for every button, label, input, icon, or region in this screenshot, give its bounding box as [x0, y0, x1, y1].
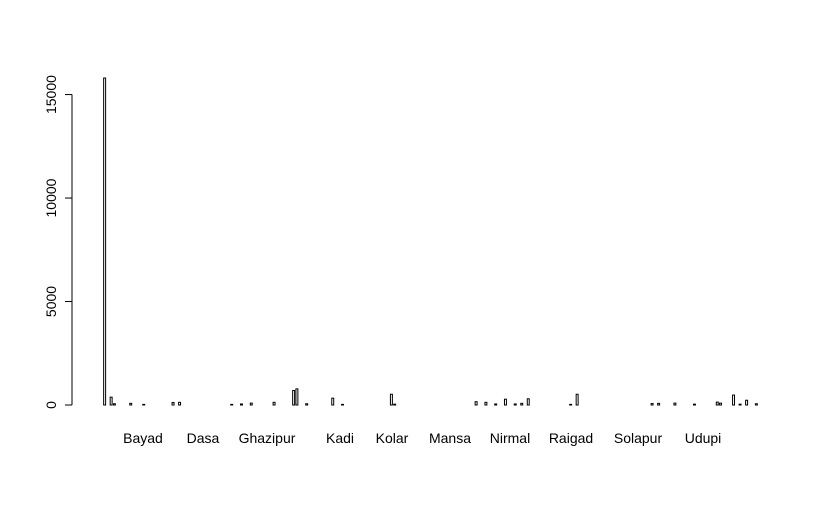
bar: [474, 401, 478, 406]
bar: [389, 393, 393, 406]
bar: [142, 403, 146, 406]
bar: [520, 402, 524, 406]
y-axis: 0 5000 10000 15000: [43, 75, 73, 409]
bar: [109, 396, 113, 406]
bar: [230, 403, 234, 406]
x-axis-labels: Bayad Dasa Ghazipur Kadi Kolar Mansa Nirmal Rai…: [123, 430, 721, 446]
bar: [657, 402, 661, 406]
bar: [650, 403, 654, 406]
y-tick-label: 15000: [43, 75, 59, 114]
x-tick-label: Kolar: [376, 430, 409, 446]
bar: [494, 403, 498, 406]
x-tick-label: Nirmal: [490, 430, 530, 446]
bar: [171, 402, 175, 406]
x-tick-label: Ghazipur: [239, 430, 296, 446]
bar: [715, 401, 719, 406]
bar: [249, 402, 253, 406]
bar: [240, 403, 243, 406]
bars: [103, 77, 758, 406]
bar: [745, 399, 749, 406]
bar: [393, 403, 397, 406]
y-tick-label: 0: [43, 401, 59, 409]
bar: [129, 402, 133, 406]
x-tick-label: Solapur: [614, 430, 663, 446]
x-tick-label: Raigad: [549, 430, 593, 446]
bar: [341, 403, 345, 406]
bar: [738, 403, 742, 406]
bar: [732, 394, 736, 406]
x-tick-label: Kadi: [326, 430, 354, 446]
y-tick-label: 10000: [43, 178, 59, 217]
bar: [526, 398, 530, 406]
bar: [513, 403, 517, 406]
x-tick-label: Bayad: [123, 430, 163, 446]
bar: [569, 403, 573, 406]
bar: [305, 403, 309, 406]
y-tick-label: 5000: [43, 286, 59, 317]
bar: [331, 397, 335, 406]
bar: [673, 402, 677, 406]
bar: [484, 401, 488, 406]
bar: [295, 388, 299, 406]
bar: [112, 403, 116, 406]
bar: [575, 393, 579, 406]
bar: [292, 390, 296, 406]
x-tick-label: Mansa: [429, 430, 471, 446]
bar: [719, 402, 723, 406]
bar: [692, 403, 696, 406]
x-tick-label: Dasa: [187, 430, 220, 446]
x-tick-label: Udupi: [685, 430, 722, 446]
bar: [503, 398, 507, 406]
bar: [272, 401, 276, 406]
bar: [103, 77, 107, 406]
bar: [754, 403, 758, 406]
bar: [178, 401, 182, 406]
